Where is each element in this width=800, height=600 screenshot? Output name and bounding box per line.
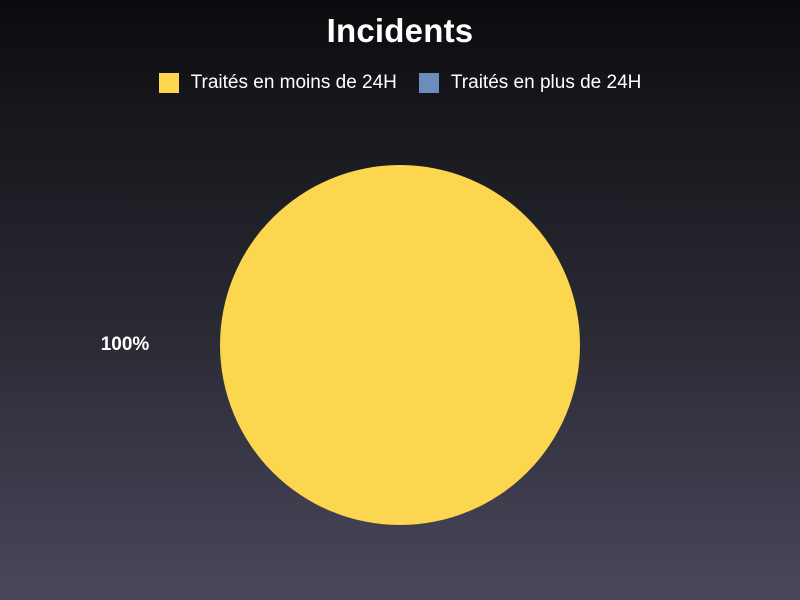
- legend-swatch-under-24h: [158, 73, 179, 93]
- chart-title: Incidents: [326, 12, 474, 49]
- legend-label-under-24h: Traités en moins de 24H: [190, 72, 397, 93]
- legend-swatch-over-24h: [418, 73, 439, 93]
- data-label-0: 100%: [101, 334, 150, 355]
- legend-item-under-24h: Traités en moins de 24H: [158, 72, 397, 94]
- legend-item-over-24h: Traités en plus de 24H: [418, 72, 642, 94]
- legend-label-over-24h: Traités en plus de 24H: [450, 72, 642, 93]
- legend: Traités en moins de 24H Traités en plus …: [0, 72, 800, 94]
- pie-slice-0: [220, 165, 580, 525]
